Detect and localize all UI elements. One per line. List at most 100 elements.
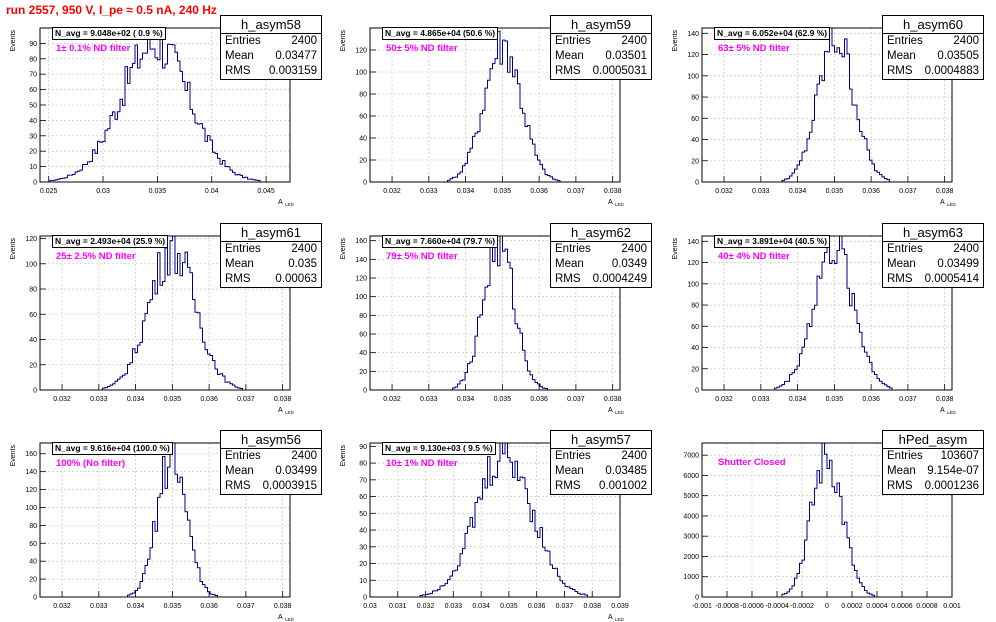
x-tick-label: 0.037 <box>899 396 917 403</box>
x-axis-label-subscript: LED <box>947 202 957 207</box>
x-axis-label: A <box>278 614 283 621</box>
stat-mean-row: Mean 9.154e-07 <box>883 464 983 479</box>
y-tick-label: 40 <box>29 337 37 344</box>
y-tick-label: 140 <box>25 469 37 476</box>
x-tick-label: 0.033 <box>752 396 770 403</box>
x-tick-label: 0.034 <box>457 188 475 195</box>
x-axis-label-subscript: LED <box>947 410 957 415</box>
y-tick-label: 20 <box>359 369 367 376</box>
histogram-panel-h_asym63: 0.032 0.033 0.034 0.035 0.036 0.037 0.038 0 20 40… <box>662 223 992 415</box>
x-axis-label: A <box>608 407 613 414</box>
y-tick-label: 40 <box>29 559 37 566</box>
x-tick-label: 0.04 <box>205 188 219 195</box>
x-tick-label: 0.033 <box>420 396 438 403</box>
x-tick-label: 0.034 <box>127 603 145 610</box>
navg-label: N_avg = 6.052e+04 (62.9 %) <box>714 27 831 40</box>
x-tick-label: 0.038 <box>583 603 601 610</box>
x-tick-label: 0.037 <box>567 396 585 403</box>
y-tick-label: 120 <box>25 487 37 494</box>
y-tick-label: 7000 <box>683 453 699 460</box>
histogram-panel-h_asym58: 0.025 0.03 0.035 0.04 0.045 0 10 20 30 40 50 60 70 80… <box>0 15 330 207</box>
stat-rms-row: RMS 0.0005414 <box>883 272 983 287</box>
y-tick-label: 80 <box>691 303 699 310</box>
stats-box: h_asym56 Entries 2400 Mean 0.03499 RMS 0.00039… <box>220 430 322 495</box>
x-tick-label: -0.0002 <box>790 603 814 610</box>
y-tick-label: 50 <box>359 511 367 518</box>
navg-label: N_avg = 9.130e+03 ( 9.5 %) <box>382 442 496 455</box>
y-axis-label: Events <box>340 238 347 260</box>
x-tick-label: 0.03 <box>96 188 110 195</box>
histogram-series <box>40 30 290 183</box>
stat-mean-label: Mean <box>225 465 254 477</box>
stat-mean-value: 0.03499 <box>275 465 317 477</box>
stat-entries-label: Entries <box>555 243 591 255</box>
y-tick-label: 60 <box>359 114 367 121</box>
stat-mean-label: Mean <box>225 50 254 62</box>
x-tick-label: -0.0008 <box>715 603 739 610</box>
y-tick-label: 20 <box>359 561 367 568</box>
x-tick-label: 0.038 <box>274 396 292 403</box>
x-tick-label: 0.032 <box>715 396 733 403</box>
y-tick-label: 20 <box>359 158 367 165</box>
stat-mean-row: Mean 0.03485 <box>551 464 651 479</box>
x-tick-label: 0.001 <box>943 603 961 610</box>
x-tick-label: 0.036 <box>200 603 218 610</box>
y-tick-label: 5000 <box>683 493 699 500</box>
x-tick-label: 0.032 <box>53 396 71 403</box>
histogram-name: hPed_asym <box>883 431 983 449</box>
y-tick-label: 40 <box>29 118 37 125</box>
y-tick-label: 80 <box>29 287 37 294</box>
stat-rms-label: RMS <box>887 65 913 77</box>
y-tick-label: 90 <box>359 444 367 451</box>
histogram-name: h_asym58 <box>221 16 321 34</box>
y-tick-label: 30 <box>29 133 37 140</box>
histogram-series <box>370 442 620 598</box>
y-tick-label: 4000 <box>683 513 699 520</box>
stat-rms-row: RMS 0.0004883 <box>883 64 983 79</box>
x-tick-label: 0.0004 <box>866 603 888 610</box>
y-tick-label: 20 <box>29 362 37 369</box>
x-tick-label: 0.037 <box>237 396 255 403</box>
x-tick-label: 0 <box>825 603 829 610</box>
stats-box: h_asym57 Entries 2400 Mean 0.03485 RMS 0.00100… <box>550 430 652 495</box>
y-axis-label: Events <box>672 238 679 260</box>
y-tick-label: 60 <box>691 116 699 123</box>
stats-box: h_asym61 Entries 2400 Mean 0.035 RMS 0.00063 <box>220 223 322 288</box>
stat-rms-label: RMS <box>555 65 581 77</box>
y-tick-label: 40 <box>359 136 367 143</box>
stat-rms-value: 0.0005414 <box>924 273 979 285</box>
stat-entries-value: 2400 <box>291 450 317 462</box>
filter-label: 79± 5% ND filter <box>386 251 458 262</box>
y-tick-label: 0 <box>33 180 37 187</box>
stat-mean-value: 0.0349 <box>611 258 647 270</box>
y-tick-label: 90 <box>29 41 37 48</box>
x-axis-label-subscript: LED <box>285 410 295 415</box>
stat-entries-row: Entries 2400 <box>221 242 321 257</box>
histogram-name: h_asym62 <box>551 224 651 242</box>
x-tick-label: 0.038 <box>274 603 292 610</box>
stat-mean-value: 9.154e-07 <box>927 465 979 477</box>
y-tick-label: 0 <box>363 388 367 395</box>
y-tick-label: 0 <box>363 595 367 602</box>
stat-entries-row: Entries 2400 <box>221 449 321 464</box>
stat-entries-row: Entries 103607 <box>883 449 983 464</box>
stat-entries-label: Entries <box>887 243 923 255</box>
stats-box: hPed_asym Entries 103607 Mean 9.154e-07 RMS 0.… <box>882 430 984 495</box>
x-tick-label: 0.033 <box>90 396 108 403</box>
x-tick-label: 0.038 <box>936 396 954 403</box>
stat-rms-label: RMS <box>225 273 251 285</box>
x-tick-label: 0.036 <box>200 396 218 403</box>
stat-mean-row: Mean 0.03501 <box>551 49 651 64</box>
y-tick-label: 0 <box>363 180 367 187</box>
x-tick-label: 0.038 <box>604 396 622 403</box>
stat-entries-value: 2400 <box>621 35 647 47</box>
histogram-svg: 0.032 0.033 0.034 0.035 0.036 0.037 0.038 0 20 40… <box>340 27 625 207</box>
x-tick-label: 0.032 <box>53 603 71 610</box>
histogram-name: h_asym59 <box>551 16 651 34</box>
x-axis-label: A <box>940 199 945 206</box>
stat-rms-value: 0.003159 <box>269 65 317 77</box>
filter-label: 50± 5% ND filter <box>386 43 458 54</box>
x-tick-label: 0.034 <box>789 396 807 403</box>
stat-mean-row: Mean 0.03477 <box>221 49 321 64</box>
y-axis-label: Events <box>672 30 679 52</box>
